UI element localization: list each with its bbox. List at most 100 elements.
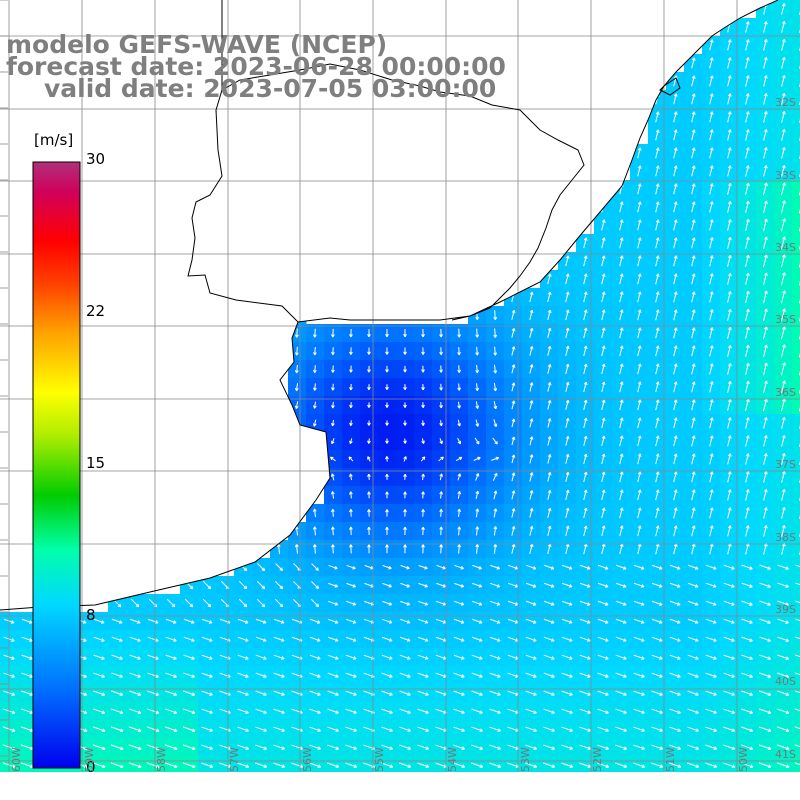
wind-arrow (291, 762, 303, 768)
wind-arrow (579, 708, 591, 714)
wind-arrow (260, 310, 262, 320)
wind-arrow-head (103, 783, 105, 785)
wind-arrow-head (443, 565, 446, 569)
wind-arrow (745, 183, 749, 195)
wind-arrow-head (583, 453, 587, 457)
wind-arrow (565, 525, 569, 537)
wind-arrow (727, 129, 731, 141)
wind-arrow-head (786, 764, 790, 768)
wind-arrow-head (691, 183, 695, 187)
wind-arrow-head (786, 566, 789, 570)
wind-arrow-head (314, 369, 317, 374)
wind-arrow (201, 762, 213, 768)
wind-arrow-head (102, 710, 106, 714)
wind-cell (792, 414, 800, 433)
wind-arrow-head (385, 491, 388, 495)
wind-arrow (723, 672, 735, 678)
wind-arrow (637, 255, 641, 267)
wind-arrow (219, 654, 231, 660)
wind-arrow (762, 326, 768, 340)
wind-arrow-head (782, 416, 785, 420)
wind-arrow-head (642, 764, 646, 768)
wind-arrow (381, 744, 393, 750)
wind-arrow (364, 600, 374, 606)
wind-cell (54, 774, 73, 793)
wind-arrow (673, 399, 677, 411)
wind-arrow-head (569, 692, 573, 696)
wind-arrow-head (782, 128, 785, 132)
wind-arrow-head (782, 218, 785, 222)
wind-arrow (579, 781, 591, 785)
wind-cell (72, 774, 91, 793)
wind-arrow-head (312, 473, 315, 477)
wind-arrow (237, 672, 249, 678)
wind-arrow (327, 744, 339, 750)
wind-arrow-head (386, 404, 389, 408)
wind-arrow-head (495, 423, 498, 427)
wind-arrow (687, 781, 699, 785)
wind-arrow (727, 21, 731, 33)
wind-arrow (633, 690, 645, 696)
wind-arrow (759, 618, 771, 624)
wind-cell (558, 756, 577, 772)
wind-arrow-head (642, 746, 645, 750)
wind-arrow (220, 580, 230, 590)
wind-arrow (529, 508, 533, 518)
wind-arrow-head (782, 524, 785, 528)
wind-arrow-head (457, 473, 461, 477)
wind-cell (630, 756, 649, 772)
wind-arrow-head (691, 489, 695, 493)
land-area-0 (0, 0, 330, 610)
wind-arrow-head (119, 620, 123, 624)
wind-arrow (511, 292, 515, 302)
wind-arrow (507, 636, 519, 642)
wind-arrow-head (727, 75, 731, 79)
wind-arrow-head (728, 327, 731, 330)
wind-arrow-head (228, 710, 231, 714)
wind-arrow-head (404, 333, 407, 338)
wind-arrow (219, 636, 231, 642)
wind-arrow (745, 111, 749, 123)
wind-cell (792, 738, 800, 757)
wind-cell (792, 540, 800, 559)
wind-arrow-head (782, 146, 785, 150)
wind-arrow-head (422, 351, 425, 355)
wind-arrow (597, 726, 609, 732)
wind-arrow (705, 600, 717, 606)
wind-arrow (709, 291, 713, 303)
wind-arrow-head (191, 620, 195, 624)
wind-arrow (111, 618, 123, 624)
wind-arrow (382, 565, 392, 569)
wind-arrow (727, 39, 731, 51)
wind-arrow-head (691, 165, 695, 169)
wind-arrow-head (173, 603, 176, 607)
wind-arrow-head (173, 620, 177, 624)
wind-arrow-head (714, 746, 718, 750)
wind-arrow (780, 380, 786, 394)
wind-arrow (381, 781, 393, 785)
wind-arrow (455, 456, 463, 462)
wind-arrow-head (84, 674, 87, 678)
wind-arrow (381, 618, 393, 624)
wind-arrow-head (497, 674, 501, 678)
wind-arrow-head (209, 638, 213, 642)
wind-arrow-head (296, 388, 299, 392)
wind-arrow (794, 744, 800, 748)
wind-arrow (763, 75, 767, 87)
wind-arrow (565, 345, 569, 357)
wind-arrow-head (764, 344, 767, 348)
wind-arrow-head (421, 491, 424, 495)
wind-arrow-head (619, 471, 623, 475)
wind-arrow-head (407, 584, 410, 587)
wind-arrow-head (404, 440, 407, 444)
wind-arrow-head (583, 417, 587, 421)
wind-arrow (759, 654, 771, 660)
wind-arrow-head (691, 525, 695, 529)
wind-arrow (475, 401, 479, 409)
wind-arrow-head (386, 369, 389, 373)
wind-arrow-head (605, 602, 609, 606)
wind-arrow (547, 543, 551, 555)
wind-arrow-head (727, 165, 731, 169)
wind-arrow-head (745, 471, 749, 475)
